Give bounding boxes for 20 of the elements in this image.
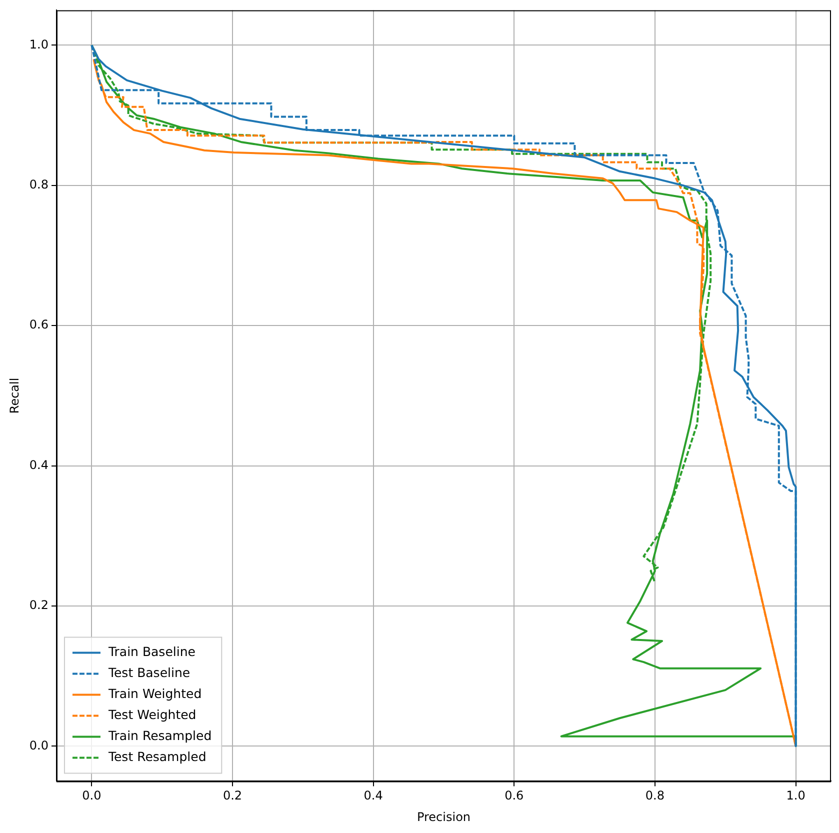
x-tick-label: 0.2: [222, 788, 242, 803]
x-tick-label: 0.4: [364, 788, 383, 803]
y-tick-label: 0.6: [29, 318, 48, 332]
x-tick-label: 0.0: [82, 788, 102, 803]
y-tick-label: 1.0: [29, 37, 48, 52]
y-tick-label: 0.4: [29, 458, 48, 472]
y-tick-label: 0.2: [29, 598, 48, 612]
legend-label: Train Resampled: [107, 728, 212, 743]
y-tick-label: 0.0: [29, 738, 48, 752]
legend-label: Test Baseline: [107, 664, 190, 680]
x-tick-label: 0.6: [504, 788, 524, 803]
x-axis-title: Precision: [416, 810, 471, 824]
legend-label: Test Weighted: [107, 706, 196, 722]
legend-label: Train Weighted: [107, 686, 202, 701]
y-tick-label: 0.8: [29, 178, 48, 192]
x-tick-label: 1.0: [786, 788, 806, 803]
legend-label: Test Resampled: [107, 748, 206, 764]
y-axis-title: Recall: [7, 378, 22, 414]
legend-label: Train Baseline: [107, 644, 196, 659]
x-tick-label: 0.8: [645, 788, 665, 803]
